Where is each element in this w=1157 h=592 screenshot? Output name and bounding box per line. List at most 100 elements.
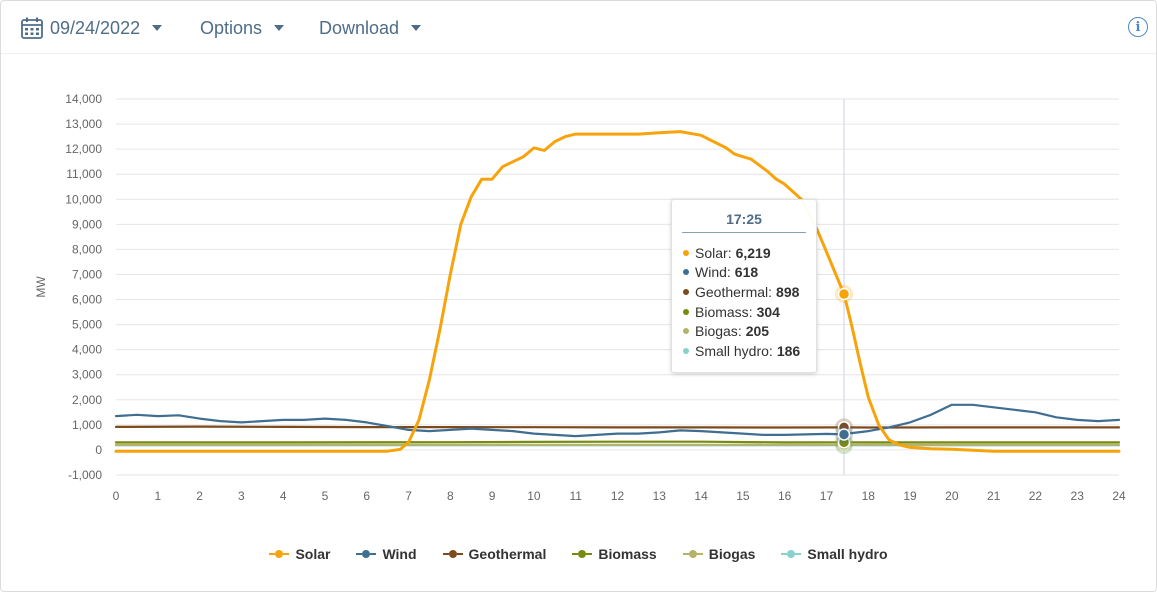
x-tick-label: 4 <box>280 489 287 503</box>
tooltip-rows: Solar:6,219 Wind:618 Geothermal:898 Biomass… <box>672 233 816 361</box>
options-menu-button[interactable]: Options <box>200 15 285 41</box>
legend-item-small-hydro[interactable]: Small hydro <box>781 543 888 565</box>
tooltip-row: Small hydro:186 <box>683 341 816 361</box>
legend-symbol-icon <box>572 549 593 559</box>
tooltip-separator: : <box>768 342 773 359</box>
tooltip-time: 17:25 <box>682 200 806 233</box>
series-line-biomass[interactable] <box>114 440 1121 444</box>
hover-markers <box>835 285 854 455</box>
x-tick-label: 19 <box>903 489 917 503</box>
y-tick-label: 10,000 <box>65 192 102 206</box>
legend-symbol-icon <box>682 549 703 559</box>
x-tick-label: 12 <box>611 489 625 503</box>
tooltip-series-name: Small hydro <box>695 342 769 359</box>
tooltip-series-name: Wind <box>695 264 727 281</box>
legend-symbol-icon <box>356 549 377 559</box>
tooltip-series-name: Geothermal <box>695 283 769 300</box>
y-tick-label: 3,000 <box>72 368 102 382</box>
legend-item-wind[interactable]: Wind <box>356 543 417 565</box>
series-dot-icon <box>683 308 689 315</box>
series-line-solar[interactable] <box>114 130 1121 453</box>
legend-item-geothermal[interactable]: Geothermal <box>442 543 546 565</box>
line-chart: -1,000 0 1,000 2,000 3,000 4,000 5,000 6,000 7,0… <box>34 92 1126 503</box>
tooltip-separator: : <box>727 244 732 261</box>
series-dot-icon <box>683 269 689 276</box>
y-tick-label: 9,000 <box>72 217 102 231</box>
series-dot-icon <box>683 328 689 335</box>
x-tick-label: 1 <box>154 489 161 503</box>
options-label: Options <box>200 17 263 38</box>
calendar-icon <box>21 17 43 39</box>
x-tick-label: 6 <box>363 489 370 503</box>
tooltip-series-value: 205 <box>745 323 770 340</box>
x-tick-label: 24 <box>1112 489 1126 503</box>
series-layer <box>114 130 1121 453</box>
x-axis: 0 1 2 3 4 5 6 7 8 9 10 11 12 13 14 15 16 17 18 19 20 21 22 23 24 <box>113 489 1126 503</box>
legend-item-solar[interactable]: Solar <box>269 543 330 565</box>
x-tick-label: 13 <box>653 489 667 503</box>
info-icon[interactable]: i <box>1128 17 1148 37</box>
tooltip-separator: : <box>768 283 773 300</box>
x-tick-label: 18 <box>862 489 876 503</box>
y-tick-label: 7,000 <box>72 267 102 281</box>
y-tick-label: 8,000 <box>72 242 102 256</box>
y-tick-label: 5,000 <box>72 318 102 332</box>
x-tick-label: 7 <box>405 489 412 503</box>
tooltip-series-value: 618 <box>734 264 759 281</box>
tooltip-row: Solar:6,219 <box>683 243 816 263</box>
hover-marker-solar <box>835 285 854 304</box>
y-tick-label: -1,000 <box>68 468 102 482</box>
series-dot-icon <box>683 347 689 354</box>
series-line-geothermal[interactable] <box>114 425 1121 429</box>
y-tick-label: 14,000 <box>65 92 102 106</box>
hover-marker-wind <box>835 425 854 444</box>
x-tick-label: 16 <box>778 489 792 503</box>
legend-item-biomass[interactable]: Biomass <box>572 543 657 565</box>
chevron-down-icon <box>274 25 285 31</box>
tooltip-series-value: 304 <box>756 303 780 320</box>
legend-label: Biogas <box>708 546 756 562</box>
chevron-down-icon <box>152 25 163 31</box>
y-tick-label: 11,000 <box>66 167 102 181</box>
tooltip: 17:25 Solar:6,219 Wind:618 Geothermal:898 B… <box>671 199 817 373</box>
x-tick-label: 22 <box>1029 489 1043 503</box>
x-tick-label: 11 <box>569 489 582 503</box>
x-tick-label: 14 <box>694 489 708 503</box>
x-tick-label: 17 <box>820 489 834 503</box>
tooltip-series-name: Solar <box>695 244 728 261</box>
x-tick-label: 9 <box>489 489 496 503</box>
tooltip-row: Biogas:205 <box>683 321 816 341</box>
chevron-down-icon <box>411 25 422 31</box>
grid <box>116 98 1119 476</box>
legend-symbol-icon <box>442 549 463 559</box>
x-tick-label: 0 <box>113 489 120 503</box>
legend-symbol-icon <box>269 549 290 559</box>
info-glyph: i <box>1135 19 1141 35</box>
x-tick-label: 15 <box>736 489 750 503</box>
tooltip-separator: : <box>726 264 731 281</box>
y-tick-label: 6,000 <box>72 293 102 307</box>
x-tick-label: 8 <box>447 489 454 503</box>
x-tick-label: 10 <box>527 489 541 503</box>
legend-label: Wind <box>382 546 417 562</box>
y-tick-label: 0 <box>95 443 102 457</box>
series-line-wind[interactable] <box>114 403 1121 438</box>
y-tick-label: 1,000 <box>72 418 102 432</box>
series-dot-icon <box>683 249 689 256</box>
x-tick-label: 20 <box>945 489 959 503</box>
x-tick-label: 23 <box>1071 489 1085 503</box>
y-tick-label: 4,000 <box>72 343 102 357</box>
x-tick-label: 2 <box>196 489 203 503</box>
series-dot-icon <box>683 288 689 295</box>
y-axis: -1,000 0 1,000 2,000 3,000 4,000 5,000 6,000 7,0… <box>65 92 102 482</box>
legend-item-biogas[interactable]: Biogas <box>682 543 756 565</box>
y-tick-label: 12,000 <box>65 142 102 156</box>
legend-label: Small hydro <box>807 546 888 562</box>
download-menu-button[interactable]: Download <box>319 15 422 41</box>
download-label: Download <box>319 17 400 38</box>
y-tick-label: 13,000 <box>65 117 102 131</box>
tooltip-series-name: Biomass <box>695 303 749 320</box>
tooltip-separator: : <box>737 323 742 340</box>
date-picker-button[interactable]: 09/24/2022 <box>20 15 163 41</box>
